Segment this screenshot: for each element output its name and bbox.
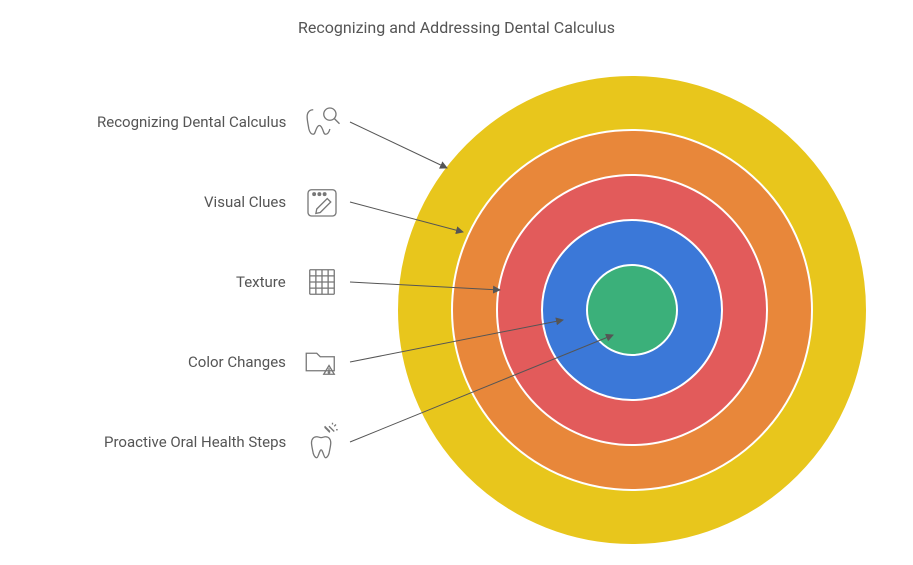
label-text-1: Visual Clues: [204, 193, 286, 211]
label-text-4: Proactive Oral Health Steps: [104, 433, 286, 451]
grid-icon: [300, 260, 344, 304]
concentric-diagram: [0, 0, 913, 565]
label-row-3: Color Changes: [188, 340, 344, 384]
color-picker-icon: [300, 180, 344, 224]
label-text-3: Color Changes: [188, 353, 286, 371]
label-row-2: Texture: [236, 260, 344, 304]
arrow-0: [350, 122, 447, 168]
label-row-1: Visual Clues: [204, 180, 344, 224]
label-row-0: Recognizing Dental Calculus: [97, 100, 344, 144]
label-text-2: Texture: [236, 273, 286, 291]
ring-4: [587, 265, 677, 355]
label-row-4: Proactive Oral Health Steps: [104, 420, 344, 464]
folder-alert-icon: [300, 340, 344, 384]
tooth-magnify-icon: [300, 100, 344, 144]
label-text-0: Recognizing Dental Calculus: [97, 113, 286, 131]
tooth-brush-icon: [300, 420, 344, 464]
